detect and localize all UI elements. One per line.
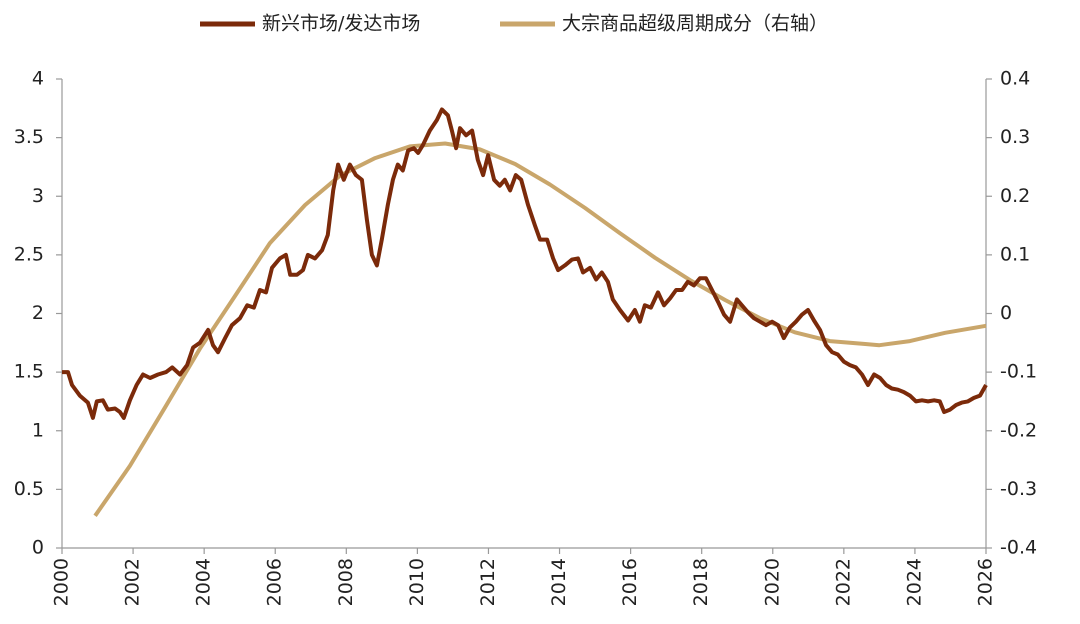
data-line (93, 141, 987, 517)
y2-tick-label: -0.1 (1000, 361, 1037, 383)
x-tick-label: 2026 (975, 558, 997, 606)
y-tick-label: 2 (32, 302, 44, 324)
y2-tick-label: 0.3 (1000, 126, 1030, 148)
y2-tick-label: 0.1 (1000, 243, 1030, 265)
y-tick-label: 1.5 (14, 361, 44, 383)
y-tick-label: 4 (32, 68, 44, 90)
x-tick-label: 2002 (122, 558, 144, 606)
x-tick-label: 2000 (51, 558, 73, 606)
legend-label: 新兴市场/发达市场 (262, 13, 420, 35)
x-tick-label: 2024 (903, 558, 925, 606)
x-tick-label: 2008 (335, 558, 357, 606)
y2-tick-label: 0 (1000, 302, 1012, 324)
y-tick-label: 2.5 (14, 243, 44, 265)
y-tick-label: 1 (32, 419, 44, 441)
y2-tick-label: -0.2 (1000, 419, 1037, 441)
x-tick-label: 2020 (761, 558, 783, 606)
x-tick-label: 2014 (548, 558, 570, 606)
y-tick-label: 3 (32, 185, 44, 207)
x-tick-label: 2006 (264, 558, 286, 606)
y2-tick-label: -0.4 (1000, 537, 1037, 559)
x-tick-label: 2016 (619, 558, 641, 606)
y-tick-label: 0.5 (14, 478, 44, 500)
y-tick-label: 3.5 (14, 126, 44, 148)
legend-label: 大宗商品超级周期成分（右轴） (562, 13, 828, 35)
y2-tick-label: 0.4 (1000, 68, 1030, 90)
y2-tick-label: -0.3 (1000, 478, 1037, 500)
x-tick-label: 2012 (477, 558, 499, 606)
x-tick-label: 2010 (406, 558, 428, 606)
x-tick-label: 2004 (193, 558, 215, 606)
y2-tick-label: 0.2 (1000, 185, 1030, 207)
y-tick-label: 0 (32, 537, 44, 559)
x-tick-label: 2018 (690, 558, 712, 606)
x-tick-label: 2022 (832, 558, 854, 606)
data-line (62, 107, 988, 420)
